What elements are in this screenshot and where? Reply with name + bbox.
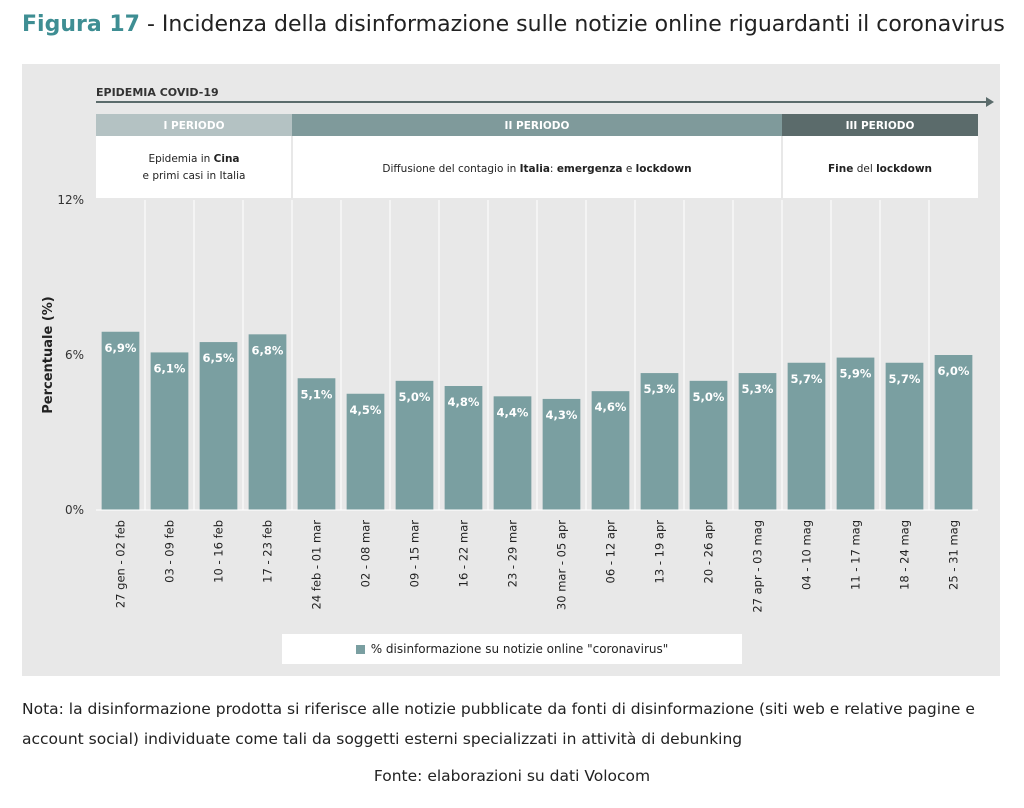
chart-legend: % disinformazione su notizie online "cor…: [282, 634, 742, 664]
bar: [934, 355, 973, 510]
period-desc-segment: Cina: [214, 153, 240, 165]
period-desc-line: Epidemia in Cina: [148, 153, 239, 165]
period-desc-segment: del: [853, 163, 876, 175]
bar-data-label: 6,5%: [203, 351, 235, 365]
source-text: Fonte: elaborazioni su dati Volocom: [373, 767, 651, 785]
period-desc-segment: Epidemia in: [148, 153, 213, 165]
bar-data-label: 5,7%: [791, 372, 823, 386]
period-header-bar: [96, 114, 292, 136]
period-header-bar: [292, 114, 782, 136]
bar-data-label: 4,8%: [448, 395, 480, 409]
figure-title: Figura 17 - Incidenza della disinformazi…: [22, 12, 1005, 37]
y-tick-label: 12%: [57, 193, 84, 207]
bar-data-label: 6,9%: [105, 341, 137, 355]
bar-data-label: 6,0%: [938, 364, 970, 378]
x-tick-label: 11 - 17 mag: [849, 520, 863, 590]
bar: [640, 373, 679, 510]
x-tick-label: 23 - 29 mar: [506, 520, 520, 588]
period-desc-line: Fine del lockdown: [828, 163, 932, 175]
bar: [101, 331, 140, 510]
bar-data-label: 5,0%: [399, 390, 431, 404]
x-tick-label: 27 apr - 03 mag: [751, 520, 765, 613]
bar-data-label: 5,9%: [840, 367, 872, 381]
x-tick-label: 17 - 23 feb: [261, 520, 275, 583]
bar: [591, 391, 630, 510]
x-tick-label: 18 - 24 mag: [898, 520, 912, 590]
x-tick-label: 10 - 16 feb: [212, 520, 226, 583]
period-desc-line: Diffusione del contagio in Italia: emerg…: [382, 163, 691, 175]
figure-number: Figura 17: [22, 12, 140, 37]
x-tick-label: 24 feb - 01 mar: [310, 520, 324, 610]
period-header-label: III PERIODO: [846, 120, 915, 132]
chart-panel: EPIDEMIA COVID-19 I PERIODO Epidemia in Ci…: [22, 64, 1000, 676]
x-tick-label: 27 gen - 02 feb: [114, 520, 128, 608]
period-desc-box: [292, 136, 782, 198]
x-tick-label: 02 - 08 mar: [359, 520, 373, 588]
bar: [395, 380, 434, 510]
bar-data-label: 5,3%: [644, 382, 676, 396]
bar: [150, 352, 189, 510]
footnote: Nota: la disinformazione prodotta si rif…: [22, 700, 975, 748]
y-tick-label: 6%: [65, 348, 84, 362]
period-desc-segment: :: [550, 163, 557, 175]
bar: [346, 393, 385, 510]
bar: [689, 380, 728, 510]
bar: [738, 373, 777, 510]
bar: [493, 396, 532, 510]
legend-swatch: [355, 644, 365, 654]
period-desc-segment: e: [622, 163, 635, 175]
period-desc-segment: Italia: [520, 163, 550, 175]
period-desc-segment: emergenza: [557, 163, 623, 175]
period-desc-segment: e primi casi in Italia: [143, 170, 246, 182]
period-desc-segment: lockdown: [876, 163, 932, 175]
period-header-label: I PERIODO: [164, 120, 225, 132]
period-block-2: II PERIODO Diffusione del contagio in Ita…: [291, 114, 782, 198]
y-tick-label: 0%: [65, 503, 84, 517]
bar: [248, 334, 287, 510]
bar: [542, 398, 581, 510]
figure-separator: -: [139, 12, 162, 37]
bar: [444, 386, 483, 510]
period-desc-box: [782, 136, 978, 198]
timeline-label: EPIDEMIA COVID-19: [96, 86, 219, 99]
bar: [836, 357, 875, 510]
period-header-label: II PERIODO: [505, 120, 570, 132]
period-desc-line: e primi casi in Italia: [143, 170, 246, 182]
x-tick-label: 06 - 12 apr: [604, 520, 618, 584]
bar-data-label: 4,6%: [595, 400, 627, 414]
bar-data-label: 6,8%: [252, 343, 284, 357]
x-tick-label: 16 - 22 mar: [457, 520, 471, 588]
period-block-1: I PERIODO Epidemia in Cina e primi casi in…: [96, 114, 292, 198]
figure-title-text: Incidenza della disinformazione sulle no…: [161, 12, 1005, 37]
bar-data-label: 4,5%: [350, 403, 382, 417]
legend-label: % disinformazione su notizie online "cor…: [370, 642, 669, 656]
bar: [297, 378, 336, 510]
period-desc-box: [96, 136, 292, 198]
bar: [787, 362, 826, 510]
y-axis-label: Percentuale (%): [41, 296, 56, 413]
bar-data-label: 6,1%: [154, 361, 186, 375]
x-tick-label: 03 - 09 feb: [163, 520, 177, 583]
x-tick-label: 25 - 31 mag: [947, 520, 961, 590]
bar-data-label: 4,4%: [497, 405, 529, 419]
bar: [885, 362, 924, 510]
x-tick-label: 04 - 10 mag: [800, 520, 814, 590]
period-desc-segment: Fine: [828, 163, 853, 175]
x-tick-label: 13 - 19 apr: [653, 520, 667, 584]
bar-data-label: 4,3%: [546, 408, 578, 422]
period-desc-segment: Diffusione del contagio in: [382, 163, 519, 175]
x-tick-label: 20 - 26 apr: [702, 520, 716, 584]
chart-svg: EPIDEMIA COVID-19 I PERIODO Epidemia in Ci…: [41, 86, 994, 613]
period-desc-segment: lockdown: [636, 163, 692, 175]
bar-data-label: 5,3%: [742, 382, 774, 396]
period-block-3: III PERIODO Fine del lockdown: [781, 114, 978, 198]
bar-data-label: 5,0%: [693, 390, 725, 404]
bar: [199, 342, 238, 510]
period-header-bar: [782, 114, 978, 136]
bar-data-label: 5,1%: [301, 387, 333, 401]
bar-data-label: 5,7%: [889, 372, 921, 386]
timeline-arrow-head: [986, 97, 994, 107]
x-tick-label: 09 - 15 mar: [408, 520, 422, 588]
x-tick-label: 30 mar - 05 apr: [555, 520, 569, 610]
